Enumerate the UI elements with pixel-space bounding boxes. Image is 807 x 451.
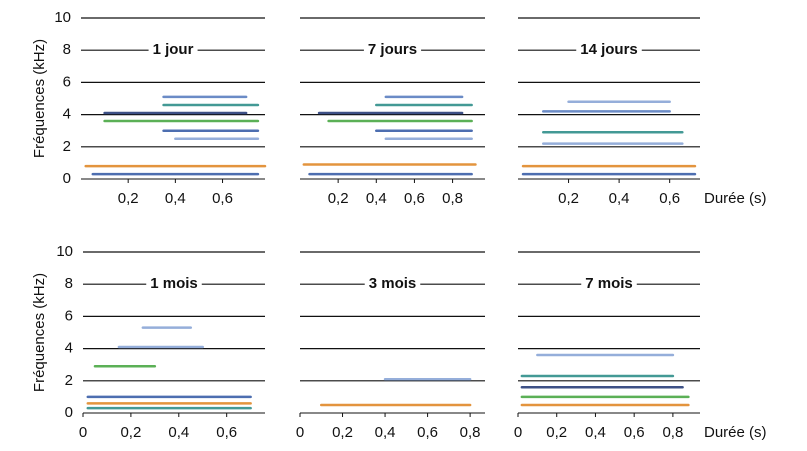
title-background [576,41,642,59]
x-tick-label: 0,2 [120,424,141,441]
x-tick-label: 0 [79,424,87,441]
y-tick-label: 6 [63,73,71,90]
title-background [581,275,637,293]
x-tick-label: 0,2 [332,424,353,441]
y-tick-label: 4 [65,340,73,357]
y-tick-label: 10 [54,9,71,26]
panel-title: 14 jours [580,41,638,58]
title-background [364,275,421,293]
x-tick-label: 0,6 [659,190,680,207]
title-background [148,41,198,59]
x-tick-label: 0 [514,424,522,441]
x-tick-label: 0,6 [417,424,438,441]
x-tick-label: 0,4 [165,190,186,207]
x-tick-label: 0,8 [662,424,683,441]
y-axis-label: Fréquences (kHz) [31,39,48,158]
x-tick-label: 0,8 [442,190,463,207]
x-axis-label: Durée (s) [704,424,767,441]
title-background [146,275,202,293]
x-tick-label: 0,4 [609,190,630,207]
x-tick-label: 0,4 [375,424,396,441]
panel-title: 3 mois [369,275,417,292]
y-tick-label: 6 [65,307,73,324]
y-axis-label: Fréquences (kHz) [31,273,48,392]
x-axis-label: Durée (s) [704,190,767,207]
y-tick-label: 8 [63,41,71,58]
y-tick-label: 0 [63,170,71,187]
x-tick-label: 0,2 [118,190,139,207]
x-tick-label: 0,4 [366,190,387,207]
y-tick-label: 10 [56,243,73,260]
x-tick-label: 0,6 [216,424,237,441]
panel-title: 7 jours [368,41,417,58]
y-tick-label: 0 [65,404,73,421]
x-tick-label: 0,6 [404,190,425,207]
x-tick-label: 0,2 [546,424,567,441]
panel-title: 1 mois [150,275,198,292]
y-tick-label: 4 [63,106,71,123]
title-background [363,41,422,59]
y-tick-label: 2 [65,372,73,389]
x-tick-label: 0,2 [558,190,579,207]
x-tick-label: 0,2 [328,190,349,207]
x-tick-label: 0,8 [460,424,481,441]
y-tick-label: 2 [63,138,71,155]
x-tick-label: 0,6 [624,424,645,441]
panel-title: 1 jour [153,41,194,58]
x-tick-label: 0,4 [168,424,189,441]
y-tick-label: 8 [65,275,73,292]
x-tick-label: 0,4 [585,424,606,441]
panel-title: 7 mois [585,275,633,292]
x-tick-label: 0 [296,424,304,441]
x-tick-label: 0,6 [212,190,233,207]
